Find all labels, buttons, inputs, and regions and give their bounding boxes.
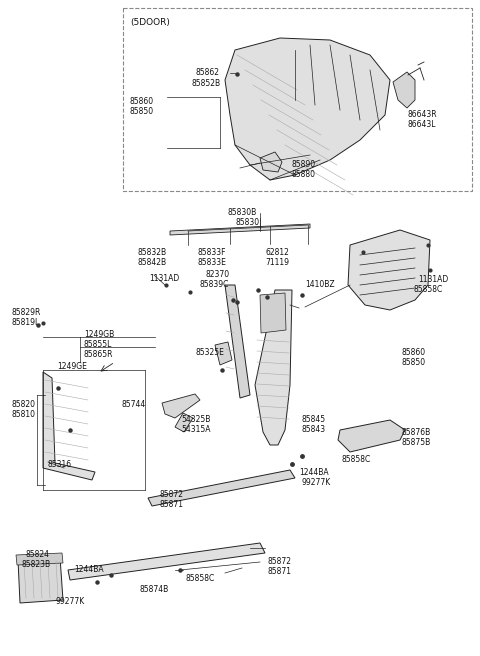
Polygon shape [18, 557, 63, 603]
Text: 82370: 82370 [205, 270, 229, 279]
Text: 1249GB: 1249GB [84, 330, 114, 339]
Bar [123, 8, 472, 191]
Text: 85824: 85824 [26, 550, 50, 559]
Text: 85880: 85880 [291, 170, 315, 179]
Polygon shape [162, 394, 200, 418]
Text: 85855L: 85855L [84, 340, 112, 349]
Text: 85845: 85845 [301, 415, 325, 424]
Text: 85890: 85890 [291, 160, 315, 169]
Text: 85852B: 85852B [191, 79, 220, 88]
Text: 1249GE: 1249GE [57, 362, 87, 371]
Text: 85829R: 85829R [12, 308, 41, 317]
Polygon shape [225, 285, 250, 398]
Text: 85843: 85843 [301, 425, 325, 434]
Text: 85850: 85850 [130, 107, 154, 116]
Text: 85819L: 85819L [12, 318, 40, 327]
Text: 54315A: 54315A [181, 425, 211, 434]
Polygon shape [225, 38, 390, 180]
Text: 85858C: 85858C [185, 574, 214, 583]
Text: 1244BA: 1244BA [74, 565, 104, 574]
Text: 85860: 85860 [402, 348, 426, 357]
Text: 1244BA: 1244BA [299, 468, 329, 477]
Text: 85865R: 85865R [84, 350, 113, 359]
Text: 85874B: 85874B [139, 585, 168, 594]
Text: 86643R: 86643R [407, 110, 437, 119]
Text: (5DOOR): (5DOOR) [130, 18, 170, 27]
Text: 54325B: 54325B [181, 415, 210, 424]
Text: 85830: 85830 [235, 218, 259, 227]
Text: 1410BZ: 1410BZ [305, 280, 335, 289]
Polygon shape [175, 413, 193, 432]
Text: 85858C: 85858C [413, 285, 442, 294]
Text: 85872: 85872 [159, 490, 183, 499]
Text: 85872: 85872 [268, 557, 292, 566]
Text: 85325E: 85325E [196, 348, 225, 357]
Text: 99277K: 99277K [56, 597, 85, 606]
Text: 99277K: 99277K [302, 478, 331, 487]
Polygon shape [338, 420, 405, 452]
Text: 62812: 62812 [265, 248, 289, 257]
Text: 1131AD: 1131AD [149, 274, 179, 283]
Text: 85862: 85862 [196, 68, 220, 77]
Text: 85832B: 85832B [137, 248, 166, 257]
Text: 85833E: 85833E [198, 258, 227, 267]
Text: 85820: 85820 [12, 400, 36, 409]
Text: 85876B: 85876B [402, 428, 431, 437]
Text: 85842B: 85842B [137, 258, 166, 267]
Text: 85833F: 85833F [198, 248, 227, 257]
Text: 85871: 85871 [159, 500, 183, 509]
Text: 85744: 85744 [122, 400, 146, 409]
Polygon shape [260, 152, 282, 172]
Text: 71119: 71119 [265, 258, 289, 267]
Polygon shape [215, 342, 232, 365]
Text: 1131AD: 1131AD [418, 275, 448, 284]
Text: 85850: 85850 [402, 358, 426, 367]
Polygon shape [255, 290, 292, 445]
Polygon shape [348, 230, 430, 310]
Polygon shape [68, 543, 265, 580]
Text: 85830B: 85830B [228, 208, 257, 217]
Text: 85860: 85860 [130, 97, 154, 106]
Text: 85871: 85871 [268, 567, 292, 576]
Polygon shape [148, 470, 295, 506]
Text: 85823B: 85823B [21, 560, 50, 569]
Text: 85875B: 85875B [402, 438, 431, 447]
Text: 85858C: 85858C [342, 455, 371, 464]
Polygon shape [16, 553, 63, 565]
Polygon shape [260, 293, 286, 333]
Polygon shape [170, 224, 310, 235]
Text: 85810: 85810 [12, 410, 36, 419]
Polygon shape [393, 72, 415, 108]
Polygon shape [43, 372, 95, 480]
Text: 85839C: 85839C [200, 280, 229, 289]
Text: 85316: 85316 [47, 460, 71, 469]
Text: 86643L: 86643L [407, 120, 435, 129]
